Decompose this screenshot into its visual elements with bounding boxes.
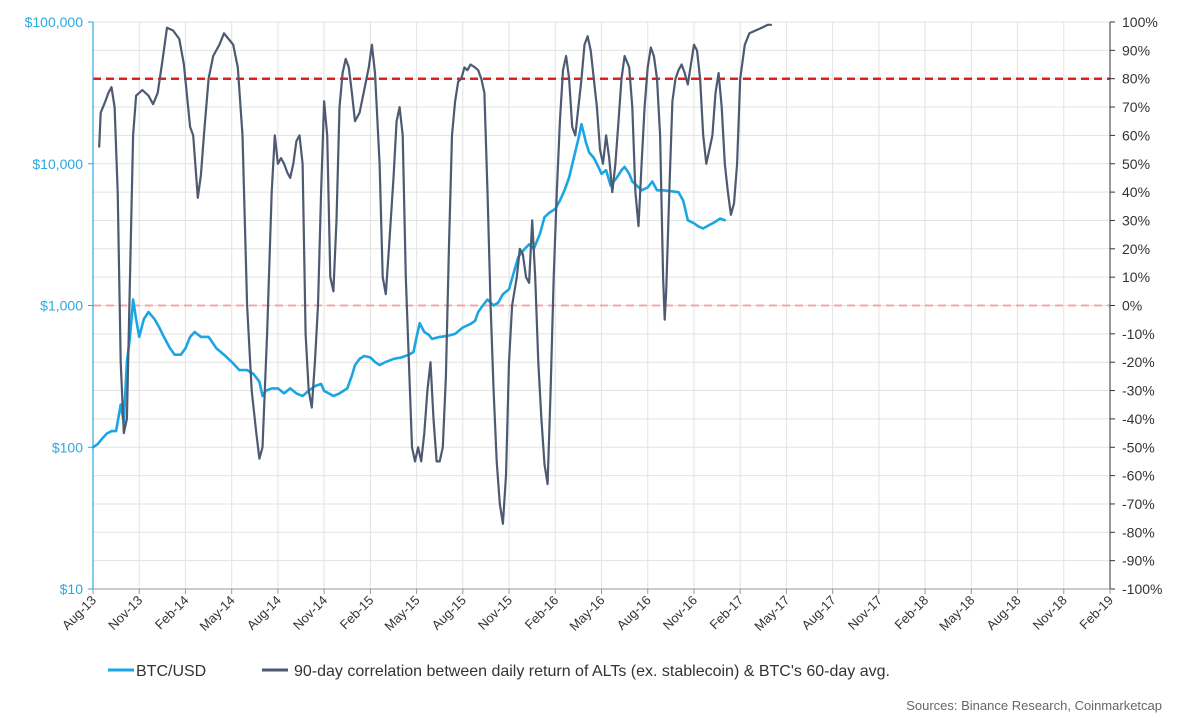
x-tick-label: Feb-19 xyxy=(1076,593,1116,633)
reference-lines xyxy=(93,77,1110,307)
x-tick-label: Nov-13 xyxy=(105,593,145,633)
y-right-tick-label: -60% xyxy=(1122,468,1155,484)
y-left-tick-label: $100 xyxy=(52,439,83,455)
source-note: Sources: Binance Research, Coinmarketcap xyxy=(906,698,1162,713)
y-right-tick-label: -40% xyxy=(1122,411,1155,427)
series-line-btc-usd xyxy=(91,122,727,449)
y-right-tick-label: -30% xyxy=(1122,383,1155,399)
x-tick-label: Feb-17 xyxy=(707,593,747,633)
legend-label-correlation: 90-day correlation between daily return … xyxy=(294,663,890,680)
y-right-tick-label: 20% xyxy=(1122,241,1150,257)
y-right-tick-label: 0% xyxy=(1122,298,1142,314)
x-tick-label: Feb-18 xyxy=(891,593,931,633)
x-tick-label: Aug-14 xyxy=(244,593,284,633)
y-left-tick-label: $10 xyxy=(60,581,84,597)
x-tick-label: May-14 xyxy=(197,593,238,634)
x-tick-label: Aug-15 xyxy=(429,593,469,633)
x-tick-label: Feb-14 xyxy=(152,593,192,633)
y-axis-left-ticks: $10 $100 $1,000 $10,000 $100,000 xyxy=(25,14,93,597)
y-axis-right-ticks: 100% 90% 80% 70% 60% 50% 40% 30% 20% 10% 0% -10% -20… xyxy=(1110,14,1162,597)
y-right-tick-label: 10% xyxy=(1122,269,1150,285)
y-right-tick-label: -70% xyxy=(1122,496,1155,512)
x-tick-label: Nov-17 xyxy=(845,593,885,633)
y-left-tick-label: $10,000 xyxy=(32,156,83,172)
x-tick-label: Feb-16 xyxy=(522,593,562,633)
legend-label-btc-usd: BTC/USD xyxy=(136,663,206,680)
y-right-tick-label: 100% xyxy=(1122,14,1158,30)
x-tick-label: Nov-18 xyxy=(1030,593,1070,633)
x-tick-label: Nov-16 xyxy=(660,593,700,633)
x-tick-label: May-16 xyxy=(566,593,607,634)
x-tick-label: Aug-18 xyxy=(983,593,1023,633)
y-right-tick-label: 30% xyxy=(1122,212,1150,228)
y-right-tick-label: 80% xyxy=(1122,71,1150,87)
y-right-tick-label: 60% xyxy=(1122,127,1150,143)
y-right-tick-label: 50% xyxy=(1122,156,1150,172)
x-tick-label: Feb-15 xyxy=(337,593,377,633)
y-right-tick-label: -90% xyxy=(1122,553,1155,569)
y-right-tick-label: 40% xyxy=(1122,184,1150,200)
y-right-tick-label: -80% xyxy=(1122,524,1155,540)
y-right-tick-label: -100% xyxy=(1122,581,1162,597)
x-tick-label: Nov-14 xyxy=(290,593,330,633)
x-tick-label: Aug-17 xyxy=(799,593,839,633)
series xyxy=(91,23,773,525)
y-right-tick-label: -50% xyxy=(1122,439,1155,455)
grid xyxy=(92,21,1111,590)
x-tick-label: May-18 xyxy=(936,593,977,634)
x-axis-ticks: Aug-13 Nov-13 Feb-14 May-14 Aug-14 Nov-14 Feb-… xyxy=(59,589,1116,634)
x-tick-label: Aug-16 xyxy=(614,593,654,633)
y-right-tick-label: 70% xyxy=(1122,99,1150,115)
x-tick-label: Nov-15 xyxy=(475,593,515,633)
y-right-tick-label: -10% xyxy=(1122,326,1155,342)
x-tick-label: Aug-13 xyxy=(59,593,99,633)
y-left-tick-label: $100,000 xyxy=(25,14,84,30)
x-tick-label: May-15 xyxy=(381,593,422,634)
x-tick-label: May-17 xyxy=(751,593,792,634)
series-line-correlation xyxy=(98,23,773,525)
y-left-tick-label: $1,000 xyxy=(40,298,83,314)
y-right-tick-label: -20% xyxy=(1122,354,1155,370)
y-right-tick-label: 90% xyxy=(1122,42,1150,58)
legend: BTC/USD 90-day correlation between daily… xyxy=(108,663,890,680)
